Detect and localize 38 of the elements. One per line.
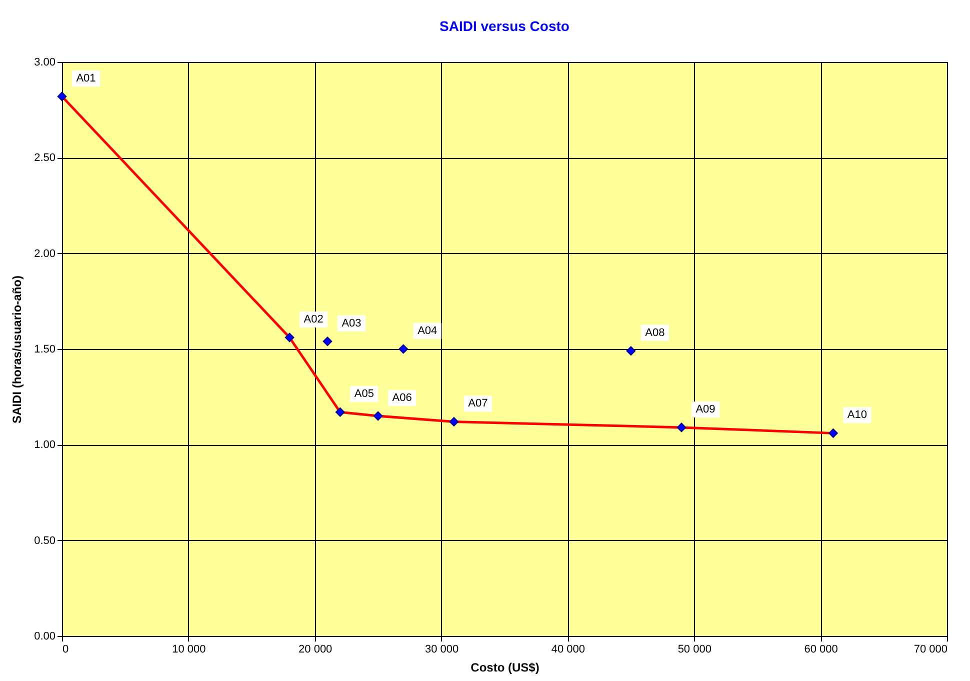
annotation: A05 xyxy=(354,388,374,400)
point xyxy=(373,411,383,421)
point xyxy=(828,428,838,438)
annotation: A10 xyxy=(847,409,868,422)
annotation: A07 xyxy=(468,398,488,410)
x-tick-label: 70 000 xyxy=(914,644,948,656)
point xyxy=(626,346,636,356)
y-tick-label: 3.00 xyxy=(34,56,56,68)
point xyxy=(335,407,345,417)
y-axis-title: SAIDI (horas/usuario-año) xyxy=(10,275,24,424)
x-tick-label: 40 000 xyxy=(551,644,586,656)
y-tick-label: 2.50 xyxy=(34,152,56,164)
point xyxy=(284,332,294,342)
annotation: A03 xyxy=(342,317,362,330)
x-tick-label: 60 000 xyxy=(804,644,838,656)
x-tick-label: 50 000 xyxy=(678,644,712,656)
point xyxy=(676,422,686,432)
x-axis-title: Costo (US$) xyxy=(470,660,540,674)
x-tick-label: 0 xyxy=(62,644,69,656)
annotation: A01 xyxy=(76,72,96,84)
point xyxy=(322,336,332,346)
x-tick-label: 30 000 xyxy=(424,644,459,656)
y-tick-label: 0.50 xyxy=(34,534,56,547)
x-tick-label: 10 000 xyxy=(172,644,206,656)
annotation: A06 xyxy=(392,392,412,404)
annotation: A09 xyxy=(696,403,716,416)
point xyxy=(57,92,67,102)
point xyxy=(449,417,459,426)
x-tick-label: 20 000 xyxy=(298,644,332,656)
annotation: A08 xyxy=(645,326,665,339)
point xyxy=(398,344,408,354)
annotation: A04 xyxy=(418,325,438,337)
chart-title: SAIDI versus Costo xyxy=(440,18,570,34)
y-tick-label: 1.00 xyxy=(34,439,56,452)
y-tick-label: 1.50 xyxy=(34,344,56,356)
y-tick-label: 2.00 xyxy=(34,248,56,260)
annotation: A02 xyxy=(304,314,324,326)
y-tick-label: 0.00 xyxy=(34,630,56,642)
